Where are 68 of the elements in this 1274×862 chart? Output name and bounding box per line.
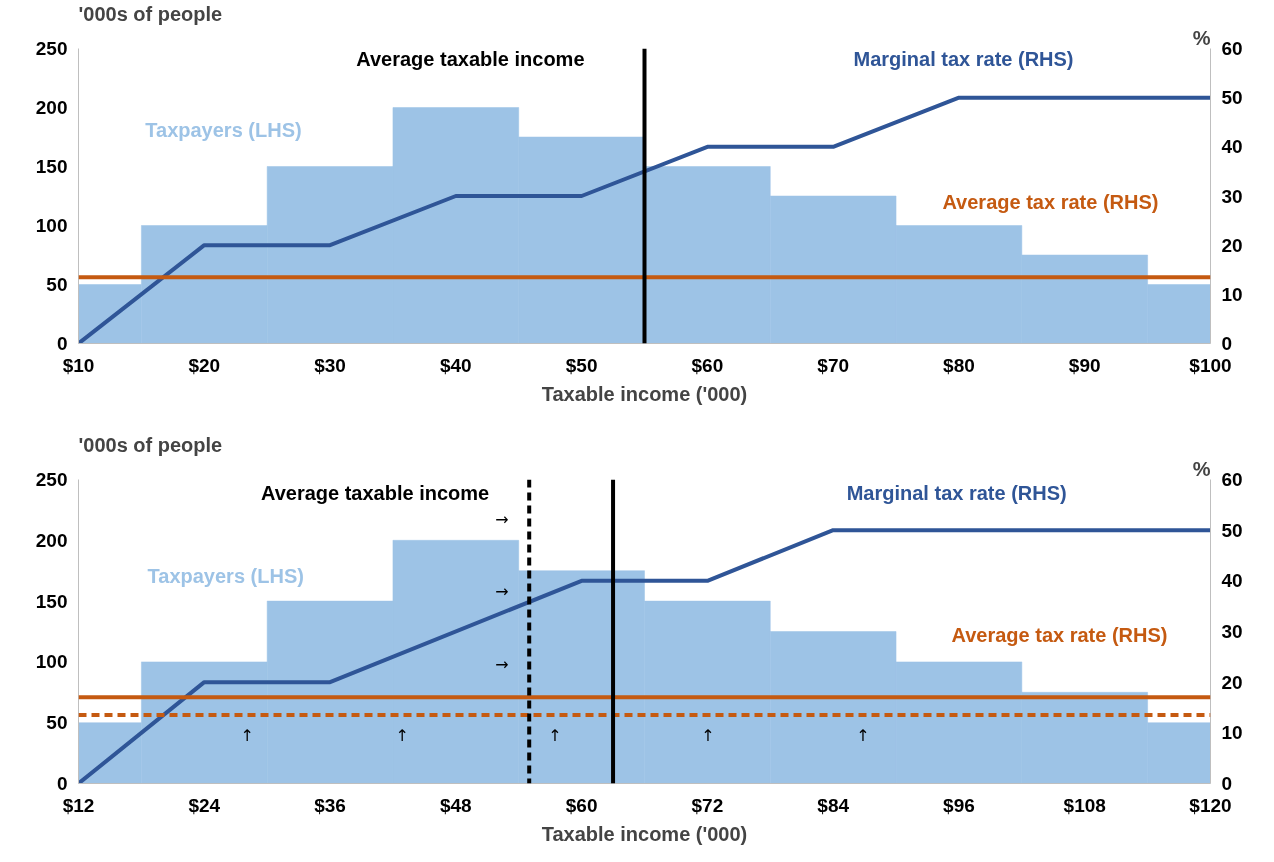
x-tick-label: $60	[691, 354, 724, 376]
x-tick-label: $24	[188, 794, 221, 816]
x-tick-label: $100	[1189, 354, 1232, 376]
y2-tick-label: 40	[1221, 570, 1243, 592]
y2-tick-label: 50	[1221, 87, 1243, 109]
y-tick-label: 0	[56, 333, 68, 354]
series-label: Marginal tax rate (RHS)	[846, 481, 1067, 504]
y2-axis-title: %	[1192, 26, 1211, 49]
y-tick-label: 100	[35, 215, 68, 236]
y-axis-title: '000s of people	[78, 2, 223, 25]
x-tick-label: $36	[314, 794, 346, 816]
y2-tick-label: 20	[1221, 234, 1243, 256]
x-tick-label: $12	[62, 794, 95, 816]
x-tick-label: $48	[439, 794, 472, 816]
series-label: Marginal tax rate (RHS)	[853, 48, 1074, 71]
x-tick-label: $90	[1068, 354, 1101, 376]
y2-tick-label: 30	[1221, 621, 1243, 642]
y-tick-label: 200	[35, 97, 68, 118]
annotation: ↑	[548, 725, 562, 745]
series-label: Taxpayers (LHS)	[145, 118, 302, 141]
x-tick-label: $84	[817, 794, 850, 816]
y2-tick-label: 10	[1221, 722, 1243, 744]
y-tick-label: 250	[35, 38, 68, 59]
annotation: →	[495, 654, 509, 674]
y-tick-label: 0	[56, 773, 68, 794]
y2-tick-label: 40	[1221, 136, 1243, 158]
x-tick-label: $72	[691, 794, 724, 816]
y-tick-label: 100	[35, 651, 68, 673]
annotation: ↑	[856, 725, 870, 745]
y-tick-label: 200	[35, 529, 68, 551]
series-label: Taxpayers (LHS)	[147, 565, 304, 588]
x-tick-label: $20	[188, 354, 221, 376]
x-tick-label: $108	[1063, 794, 1106, 816]
x-tick-label: $40	[439, 354, 472, 376]
y2-tick-label: 0	[1221, 773, 1233, 794]
y-tick-label: 150	[35, 156, 68, 177]
y2-axis-title: %	[1192, 457, 1211, 480]
y-tick-label: 50	[46, 712, 68, 734]
y2-tick-label: 60	[1221, 469, 1243, 490]
y-tick-label: 150	[35, 590, 68, 612]
x-axis-title: Taxable income ('000)	[541, 382, 748, 405]
annotation: ↑	[240, 725, 254, 745]
y2-tick-label: 10	[1221, 283, 1243, 305]
x-tick-label: $60	[565, 794, 598, 816]
x-tick-label: $10	[62, 354, 95, 376]
ref-line-label: Average tax rate (RHS)	[942, 191, 1159, 214]
annotation: ↑	[395, 725, 409, 745]
y-axis-title: '000s of people	[78, 433, 223, 456]
y2-tick-label: 50	[1221, 519, 1243, 541]
ref-line-label: Average taxable income	[356, 48, 585, 71]
y2-tick-label: 60	[1221, 38, 1243, 59]
ref-line-label: Average tax rate (RHS)	[951, 623, 1168, 646]
x-tick-label: $30	[314, 354, 346, 376]
y-tick-label: 250	[35, 469, 68, 490]
y-tick-label: 50	[46, 274, 68, 295]
x-tick-label: $80	[943, 354, 975, 376]
y2-tick-label: 30	[1221, 185, 1243, 207]
annotation: ↑	[701, 725, 715, 745]
annotation: →	[495, 581, 509, 601]
y2-tick-label: 20	[1221, 671, 1243, 693]
x-tick-label: $70	[817, 354, 850, 376]
ref-line-label: Average taxable income	[260, 481, 490, 504]
y2-tick-label: 0	[1221, 333, 1233, 354]
x-tick-label: $120	[1189, 794, 1232, 816]
x-tick-label: $96	[943, 794, 975, 816]
x-tick-label: $50	[565, 354, 598, 376]
annotation: →	[495, 509, 509, 529]
x-axis-title: Taxable income ('000)	[541, 822, 748, 845]
